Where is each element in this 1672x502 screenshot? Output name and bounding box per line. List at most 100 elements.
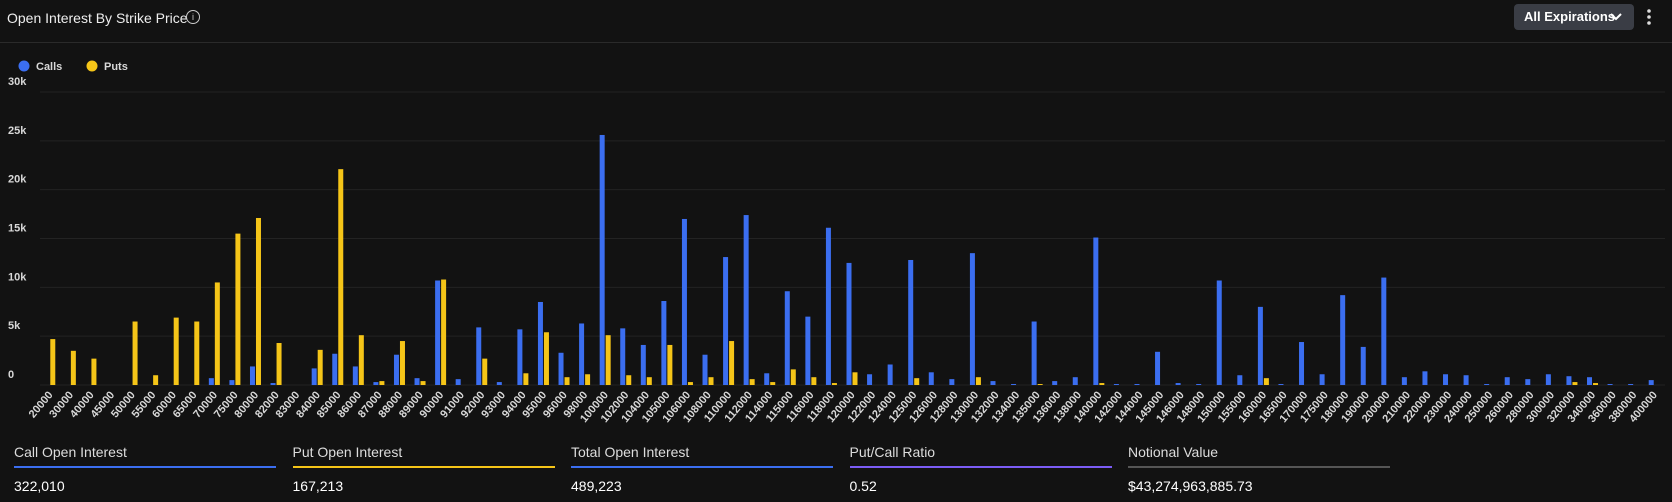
bar: [476, 327, 482, 385]
bar: [173, 317, 179, 385]
bar: [1628, 384, 1634, 385]
bar: [790, 369, 796, 385]
bar: [373, 382, 379, 385]
bar: [1648, 380, 1654, 385]
bar: [1099, 383, 1105, 385]
y-tick-label: 15k: [8, 223, 27, 235]
bar: [723, 257, 729, 385]
expiration-filter[interactable]: All Expirations: [1514, 4, 1634, 30]
bar: [393, 354, 399, 385]
stat: Put Open Interest 167,213: [292, 444, 555, 494]
bar: [852, 372, 858, 385]
bar: [1401, 377, 1407, 385]
bar: [91, 358, 97, 385]
bar: [805, 316, 811, 385]
bar: [1216, 280, 1222, 385]
bar: [1607, 384, 1613, 385]
bar: [846, 262, 852, 385]
bar: [1319, 374, 1325, 385]
legend-swatch: [18, 60, 30, 72]
stat-label: Notional Value: [1128, 444, 1219, 460]
bar: [708, 377, 714, 385]
bar: [949, 379, 955, 385]
bar: [496, 382, 502, 385]
bar: [1381, 277, 1387, 385]
bar: [1031, 321, 1037, 385]
bar: [1572, 382, 1578, 385]
bar: [332, 353, 338, 385]
bar: [702, 354, 708, 385]
bar: [887, 364, 893, 385]
stat-value: 489,223: [571, 478, 622, 494]
bar: [1278, 384, 1284, 385]
bar: [420, 381, 426, 385]
title: Open Interest By Strike Price: [7, 10, 188, 26]
stat-label: Put Open Interest: [292, 444, 403, 460]
bar: [811, 377, 817, 385]
stat: Total Open Interest 489,223: [571, 444, 833, 494]
bar: [667, 344, 673, 385]
bar: [1257, 306, 1263, 385]
bar: [441, 279, 447, 385]
bar: [969, 253, 975, 385]
bar: [1463, 375, 1469, 385]
bar: [770, 382, 776, 385]
bar: [1011, 384, 1017, 385]
bar: [620, 328, 626, 385]
bar: [229, 380, 235, 385]
info-icon[interactable]: i: [186, 10, 200, 24]
bar: [194, 321, 200, 385]
bar: [1113, 384, 1119, 385]
bar: [455, 379, 461, 385]
bar: [311, 368, 317, 385]
stat-underline: [571, 466, 833, 468]
y-tick-label: 5k: [8, 320, 21, 332]
bar: [764, 373, 770, 385]
menu[interactable]: [1646, 8, 1652, 26]
bar: [517, 329, 523, 385]
bar: [1484, 384, 1490, 385]
bar: [358, 335, 364, 385]
bar: [70, 350, 76, 385]
bar: [235, 233, 241, 385]
bar: [255, 217, 261, 385]
stat: Notional Value $43,274,963,885.73: [1128, 444, 1390, 494]
bar: [132, 321, 138, 385]
filter-label: All Expirations: [1524, 9, 1616, 24]
stat-underline: [849, 466, 1112, 468]
bar: [1037, 384, 1043, 385]
bar: [543, 332, 549, 385]
bar: [270, 383, 276, 385]
bar: [1525, 379, 1531, 385]
stat-label: Total Open Interest: [571, 444, 690, 460]
y-tick-label: 10k: [8, 271, 27, 283]
y-tick-label: 0: [8, 369, 14, 381]
bar: [414, 378, 420, 385]
bar: [399, 341, 405, 385]
bar: [153, 375, 159, 385]
bar: [1134, 384, 1140, 385]
bar: [749, 379, 755, 385]
bar: [249, 366, 255, 385]
bar: [914, 378, 920, 385]
bar: [599, 134, 605, 385]
bar: [729, 341, 735, 385]
bar: [50, 339, 56, 385]
bar: [1587, 377, 1593, 385]
bar: [1299, 342, 1305, 385]
y-tick-label: 25k: [8, 125, 27, 137]
stat-value: $43,274,963,885.73: [1128, 478, 1253, 494]
bar: [605, 335, 611, 385]
bar: [1545, 374, 1551, 385]
header: Open Interest By Strike Price i All Expi…: [0, 0, 1672, 43]
y-tick-label: 30k: [8, 76, 27, 88]
stat-label: Call Open Interest: [14, 444, 127, 460]
bar: [626, 375, 632, 385]
bar: [1093, 237, 1099, 385]
bar: [338, 169, 344, 385]
chevron: [1610, 13, 1622, 21]
bar: [928, 372, 934, 385]
bar: [1422, 371, 1428, 385]
bar: [784, 291, 790, 385]
